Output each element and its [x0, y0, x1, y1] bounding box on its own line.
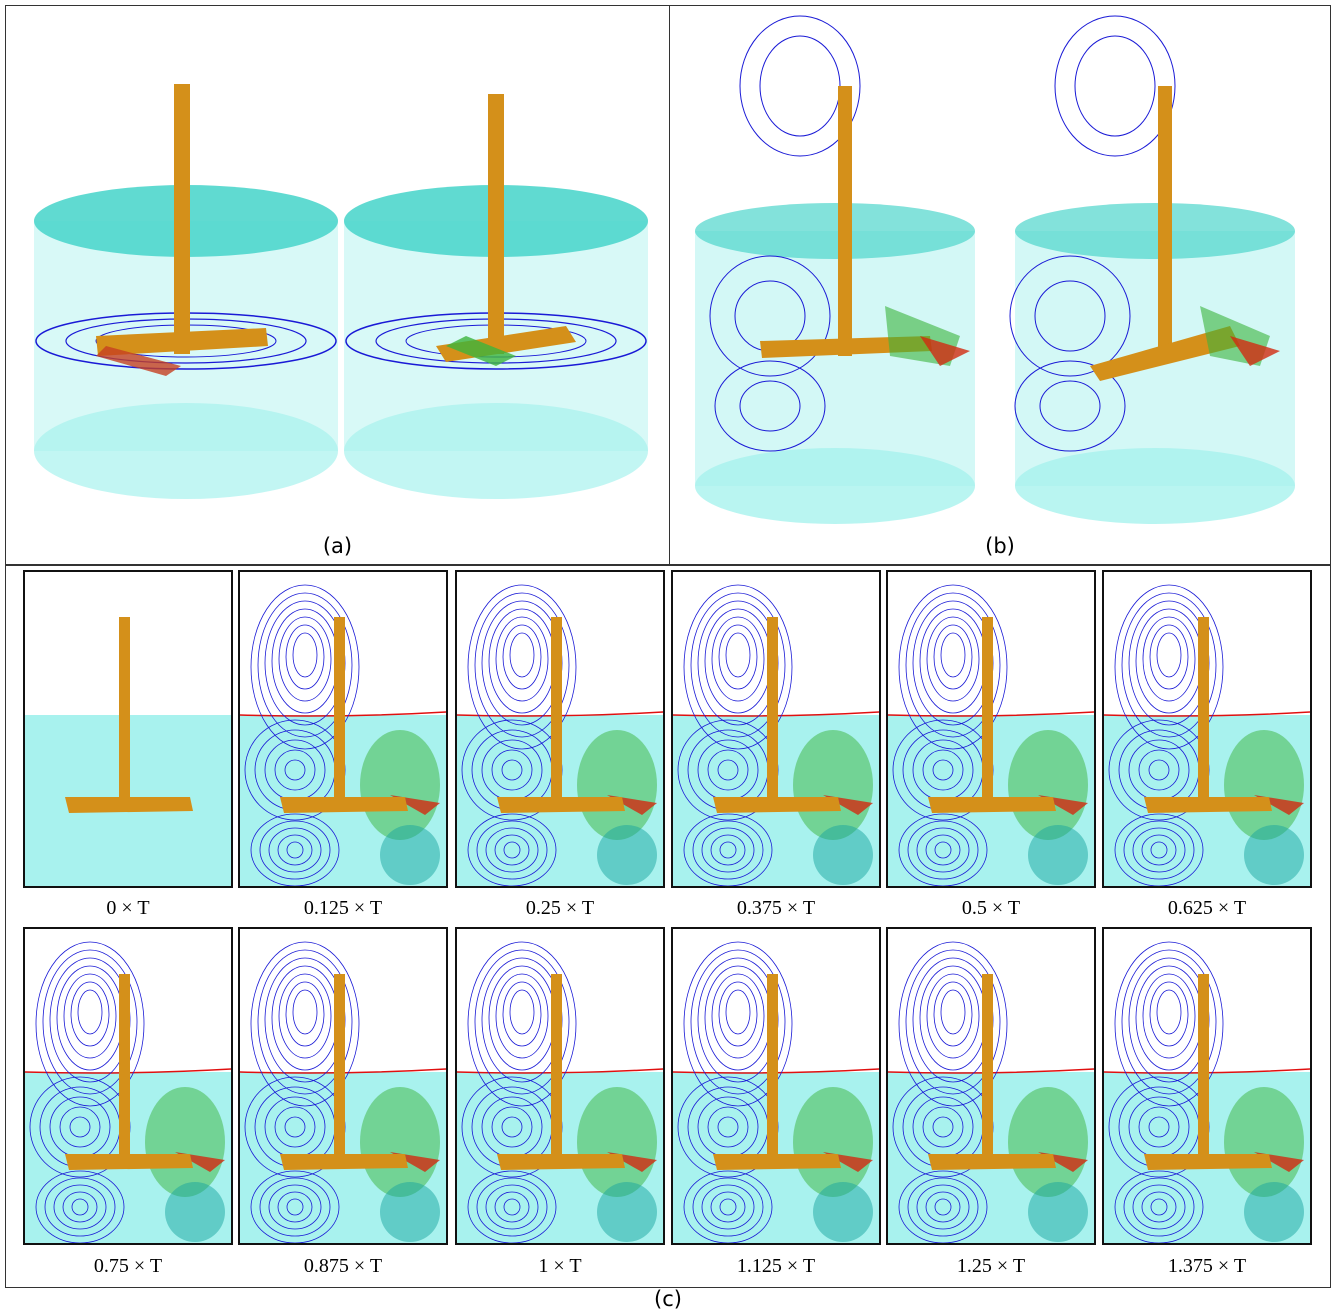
- velocity-vectors: [577, 1087, 657, 1197]
- time-caption: 0.75 × T: [93, 1255, 163, 1277]
- frame-illustration: [240, 584, 446, 886]
- impeller-blade: [1144, 1154, 1272, 1170]
- streamlines: [461, 584, 577, 886]
- frame-illustration: [25, 941, 231, 1243]
- tank-right: [344, 94, 648, 499]
- time-frame: [886, 927, 1096, 1245]
- time-frame: [23, 570, 233, 888]
- frame-illustration: [25, 617, 231, 886]
- impeller-blade: [928, 797, 1056, 813]
- time-caption: 0.375 × T: [736, 897, 816, 919]
- impeller-shaft: [119, 617, 130, 810]
- frame-illustration: [1104, 584, 1310, 886]
- time-caption: 0.5 × T: [961, 897, 1021, 919]
- time-caption: 1.125 × T: [736, 1255, 816, 1277]
- time-frame: [1102, 927, 1312, 1245]
- impeller-blade: [1144, 797, 1272, 813]
- frame-illustration: [673, 941, 879, 1243]
- impeller-shaft: [551, 974, 562, 1167]
- impeller-blade: [497, 797, 625, 813]
- panel-c-label: (c): [654, 1287, 682, 1311]
- time-frame: [238, 927, 448, 1245]
- panel-b-illustration: [695, 15, 1295, 524]
- impeller-shaft: [767, 974, 778, 1167]
- panel-b-label: (b): [985, 534, 1015, 558]
- impeller-blade: [65, 1154, 193, 1170]
- time-caption: 1 × T: [538, 1255, 582, 1277]
- impeller-blade: [928, 1154, 1056, 1170]
- velocity-vectors: [1008, 730, 1088, 840]
- impeller-blade: [280, 797, 408, 813]
- time-caption: 0.25 × T: [525, 897, 595, 919]
- impeller-blade: [280, 1154, 408, 1170]
- impeller-shaft: [1198, 974, 1209, 1167]
- tank-left: [34, 84, 338, 499]
- impeller-shaft: [334, 974, 345, 1167]
- time-caption: 0 × T: [106, 897, 150, 919]
- panel-c-frame: [5, 565, 1331, 1288]
- velocity-vectors: [1224, 1087, 1304, 1197]
- time-frame: [671, 927, 881, 1245]
- streamlines: [244, 584, 360, 886]
- velocity-vectors: [793, 730, 873, 840]
- velocity-vectors: [793, 1087, 873, 1197]
- impeller-blade: [713, 1154, 841, 1170]
- time-caption: 1.375 × T: [1167, 1255, 1247, 1277]
- velocity-vectors: [1224, 730, 1304, 840]
- impeller-shaft: [551, 617, 562, 810]
- velocity-vectors: [360, 1087, 440, 1197]
- impeller-shaft: [982, 974, 993, 1167]
- impeller-blade: [713, 797, 841, 813]
- time-caption: 0.125 × T: [303, 897, 383, 919]
- frame-illustration: [888, 941, 1094, 1243]
- time-frame: [23, 927, 233, 1245]
- frame-illustration: [457, 941, 663, 1243]
- panel-a-illustration: [34, 84, 648, 499]
- time-frame: [1102, 570, 1312, 888]
- velocity-vectors: [145, 1087, 225, 1197]
- streamlines: [677, 584, 793, 886]
- frame-illustration: [457, 584, 663, 886]
- time-frame: [886, 570, 1096, 888]
- panel-b-frame: (b): [669, 5, 1331, 565]
- time-frame: [455, 570, 665, 888]
- panel-a-frame: (a): [5, 5, 670, 565]
- time-caption: 0.875 × T: [303, 1255, 383, 1277]
- time-frame: [671, 570, 881, 888]
- frame-illustration: [673, 584, 879, 886]
- frame-illustration: [240, 941, 446, 1243]
- impeller-shaft: [982, 617, 993, 810]
- impeller-blade: [65, 797, 193, 813]
- time-frame: [238, 570, 448, 888]
- impeller-blade: [497, 1154, 625, 1170]
- tank-b-right: [1009, 15, 1295, 524]
- frame-illustration: [1104, 941, 1310, 1243]
- time-caption: 1.25 × T: [956, 1255, 1026, 1277]
- impeller-shaft: [767, 617, 778, 810]
- velocity-vectors: [1008, 1087, 1088, 1197]
- impeller-shaft: [1198, 617, 1209, 810]
- impeller-shaft: [119, 974, 130, 1167]
- streamlines: [461, 941, 577, 1243]
- panel-a-label: (a): [322, 534, 353, 558]
- tank-b-left: [695, 15, 975, 524]
- frame-illustration: [888, 584, 1094, 886]
- velocity-vectors: [577, 730, 657, 840]
- time-caption: 0.625 × T: [1167, 897, 1247, 919]
- time-frame: [455, 927, 665, 1245]
- velocity-vectors: [360, 730, 440, 840]
- impeller-shaft: [334, 617, 345, 810]
